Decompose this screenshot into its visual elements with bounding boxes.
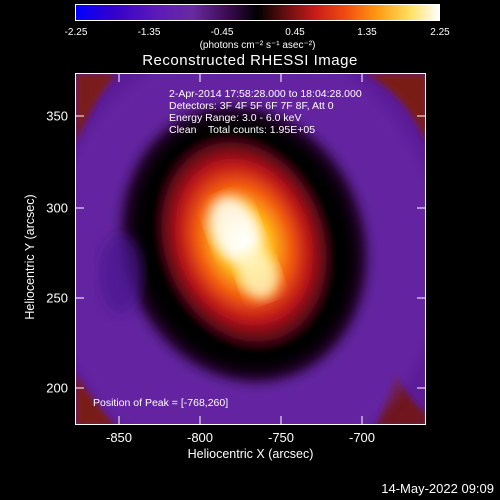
x-tick-label: -800 [186, 430, 214, 445]
colorbar-units: (photons cm⁻² s⁻¹ asec⁻²) [199, 40, 316, 51]
x-axis-label: Heliocentric X (arcsec) [187, 447, 314, 461]
rhessi-image [76, 74, 425, 424]
colorbar-tick: 0.45 [285, 27, 305, 38]
x-tick-label: -750 [267, 430, 295, 445]
colorbar-tick: -0.45 [210, 27, 234, 38]
colorbar-tick: -2.25 [64, 27, 88, 38]
colorbar [75, 4, 440, 21]
timestamp: 14-May-2022 09:09 [381, 481, 494, 496]
y-tick-label: 350 [46, 108, 68, 124]
peak-position: Position of Peak = [-768,260] [93, 397, 229, 409]
x-tick-label: -850 [105, 430, 133, 445]
info-energy-range: Energy Range: 3.0 - 6.0 keV [169, 112, 302, 124]
colorbar-tick: 1.35 [357, 27, 377, 38]
image-title: Reconstructed RHESSI Image [142, 52, 358, 69]
rhessi-image-panel: 2-Apr-2014 17:58:28.000 to 18:04:28.000 … [75, 73, 426, 425]
colorbar-tick: -1.35 [137, 27, 161, 38]
info-total-counts: Clean Total counts: 1.95E+05 [169, 124, 316, 136]
y-tick-label: 250 [46, 290, 68, 306]
y-tick-label: 300 [46, 200, 68, 216]
y-axis-label: Heliocentric Y (arcsec) [23, 194, 37, 320]
y-tick-label: 200 [46, 380, 68, 396]
info-detectors: Detectors: 3F 4F 5F 6F 7F 8F, Att 0 [169, 100, 334, 112]
colorbar-tick: 2.25 [430, 27, 450, 38]
x-tick-label: -700 [348, 430, 376, 445]
info-time-range: 2-Apr-2014 17:58:28.000 to 18:04:28.000 [169, 88, 362, 100]
